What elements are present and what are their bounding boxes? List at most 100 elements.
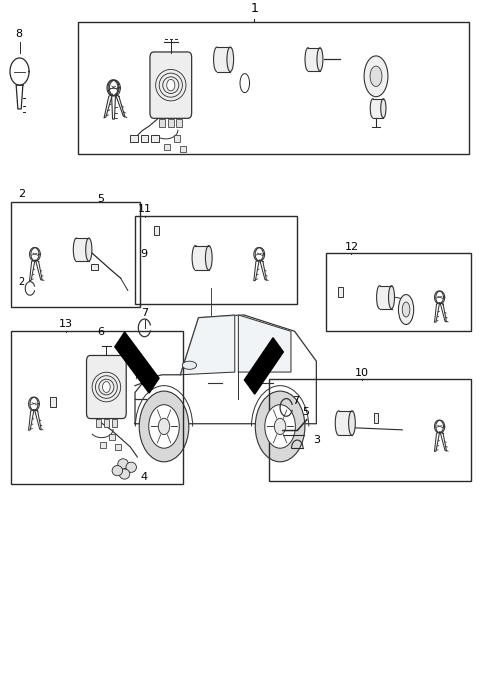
Polygon shape [434, 291, 444, 304]
Ellipse shape [73, 238, 80, 261]
Bar [180, 146, 186, 152]
Polygon shape [440, 303, 446, 322]
Circle shape [139, 391, 189, 462]
Polygon shape [434, 303, 440, 322]
FancyBboxPatch shape [86, 356, 126, 419]
Bar [269, 379, 471, 481]
Polygon shape [255, 247, 264, 261]
Bar [96, 419, 101, 427]
Bar [373, 413, 378, 423]
Ellipse shape [317, 48, 323, 71]
Circle shape [167, 80, 175, 91]
Text: 5: 5 [97, 194, 104, 204]
Bar [159, 119, 165, 128]
Bar [11, 331, 183, 484]
Text: 11: 11 [137, 204, 151, 214]
Ellipse shape [398, 295, 414, 324]
Polygon shape [239, 315, 291, 372]
Bar [141, 134, 148, 141]
Ellipse shape [402, 302, 410, 317]
Polygon shape [440, 432, 446, 451]
Polygon shape [112, 96, 116, 119]
Circle shape [103, 382, 110, 392]
Text: 5: 5 [302, 407, 309, 417]
Bar [380, 286, 392, 309]
Ellipse shape [86, 238, 92, 261]
Polygon shape [260, 260, 266, 281]
Bar [338, 287, 343, 297]
Ellipse shape [370, 98, 375, 118]
Ellipse shape [192, 245, 199, 270]
Bar [91, 263, 98, 270]
Bar [177, 119, 182, 128]
Circle shape [158, 419, 170, 435]
Text: 2: 2 [18, 277, 24, 287]
Ellipse shape [377, 286, 383, 309]
Ellipse shape [305, 48, 311, 71]
Polygon shape [16, 85, 23, 109]
Bar [326, 253, 471, 331]
Circle shape [149, 405, 180, 448]
Polygon shape [254, 261, 259, 281]
Bar [11, 202, 140, 308]
Ellipse shape [335, 411, 342, 435]
Ellipse shape [182, 361, 197, 369]
Ellipse shape [364, 56, 388, 97]
Bar [373, 98, 384, 118]
Bar [154, 226, 159, 236]
Ellipse shape [214, 47, 220, 71]
Text: 9: 9 [140, 249, 147, 258]
Polygon shape [180, 315, 235, 375]
Polygon shape [434, 420, 444, 433]
Bar [100, 443, 106, 448]
Polygon shape [36, 260, 42, 281]
Bar [130, 134, 138, 141]
Circle shape [275, 419, 286, 435]
Polygon shape [35, 410, 41, 430]
Bar [174, 135, 180, 142]
Bar [195, 245, 209, 270]
Ellipse shape [227, 47, 234, 71]
Polygon shape [115, 332, 159, 393]
Ellipse shape [112, 466, 122, 476]
Polygon shape [115, 94, 125, 117]
Text: 1: 1 [251, 2, 258, 15]
Bar [109, 435, 115, 440]
Polygon shape [254, 247, 263, 261]
Ellipse shape [118, 459, 128, 469]
Bar [115, 444, 121, 450]
Text: 8: 8 [15, 29, 22, 39]
Polygon shape [31, 247, 40, 261]
Circle shape [255, 391, 305, 462]
Text: 4: 4 [140, 472, 147, 482]
Polygon shape [108, 80, 119, 96]
Polygon shape [109, 80, 120, 96]
Polygon shape [30, 261, 35, 281]
Polygon shape [30, 397, 39, 411]
Bar [308, 48, 320, 71]
Text: 6: 6 [97, 327, 104, 337]
Polygon shape [29, 410, 34, 430]
Polygon shape [135, 315, 316, 423]
Bar [112, 419, 117, 427]
Text: 13: 13 [59, 319, 72, 329]
Text: 2: 2 [18, 189, 25, 200]
Polygon shape [244, 337, 283, 394]
Ellipse shape [205, 245, 212, 270]
Polygon shape [10, 58, 29, 85]
Polygon shape [436, 291, 444, 304]
Ellipse shape [381, 98, 386, 118]
Text: 10: 10 [355, 367, 369, 378]
Bar [338, 411, 352, 435]
Polygon shape [434, 432, 440, 452]
Polygon shape [29, 397, 38, 410]
Text: 3: 3 [313, 435, 320, 445]
Ellipse shape [388, 286, 395, 309]
Bar [50, 396, 56, 407]
Ellipse shape [348, 411, 355, 435]
Bar [135, 216, 297, 304]
Bar [217, 47, 230, 71]
Bar [104, 419, 109, 427]
Polygon shape [436, 420, 444, 433]
Bar [164, 144, 170, 150]
